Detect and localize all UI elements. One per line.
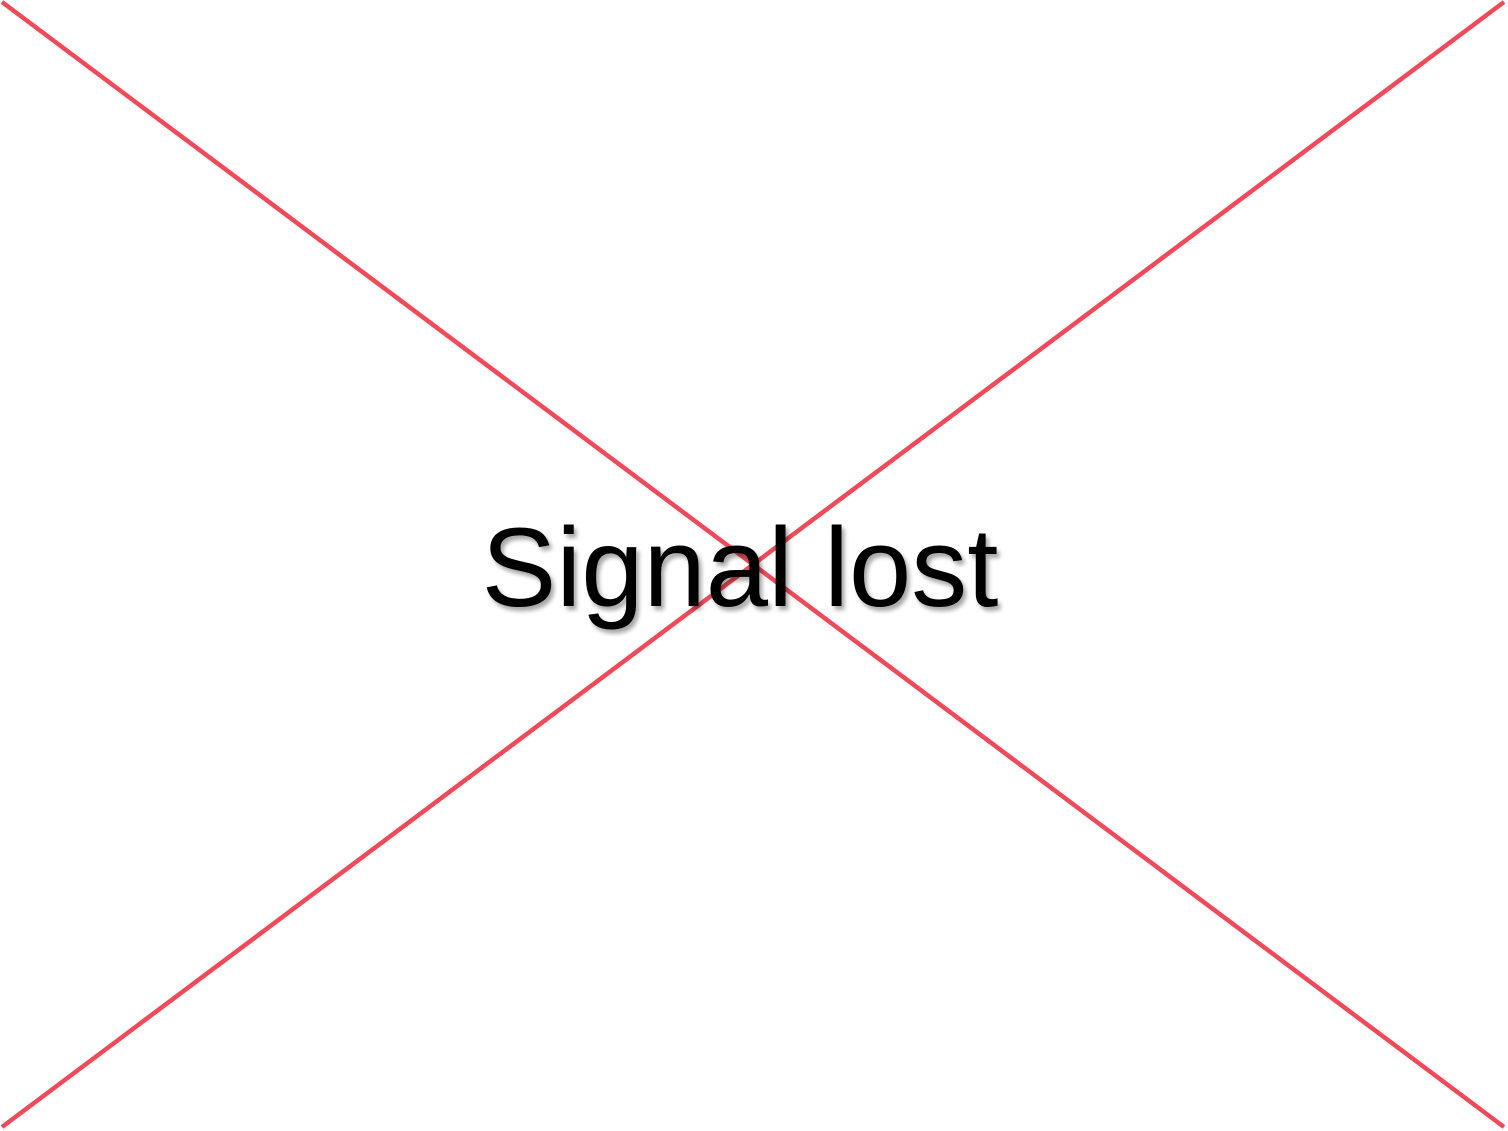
signal-lost-message: Signal lost [481,505,999,630]
